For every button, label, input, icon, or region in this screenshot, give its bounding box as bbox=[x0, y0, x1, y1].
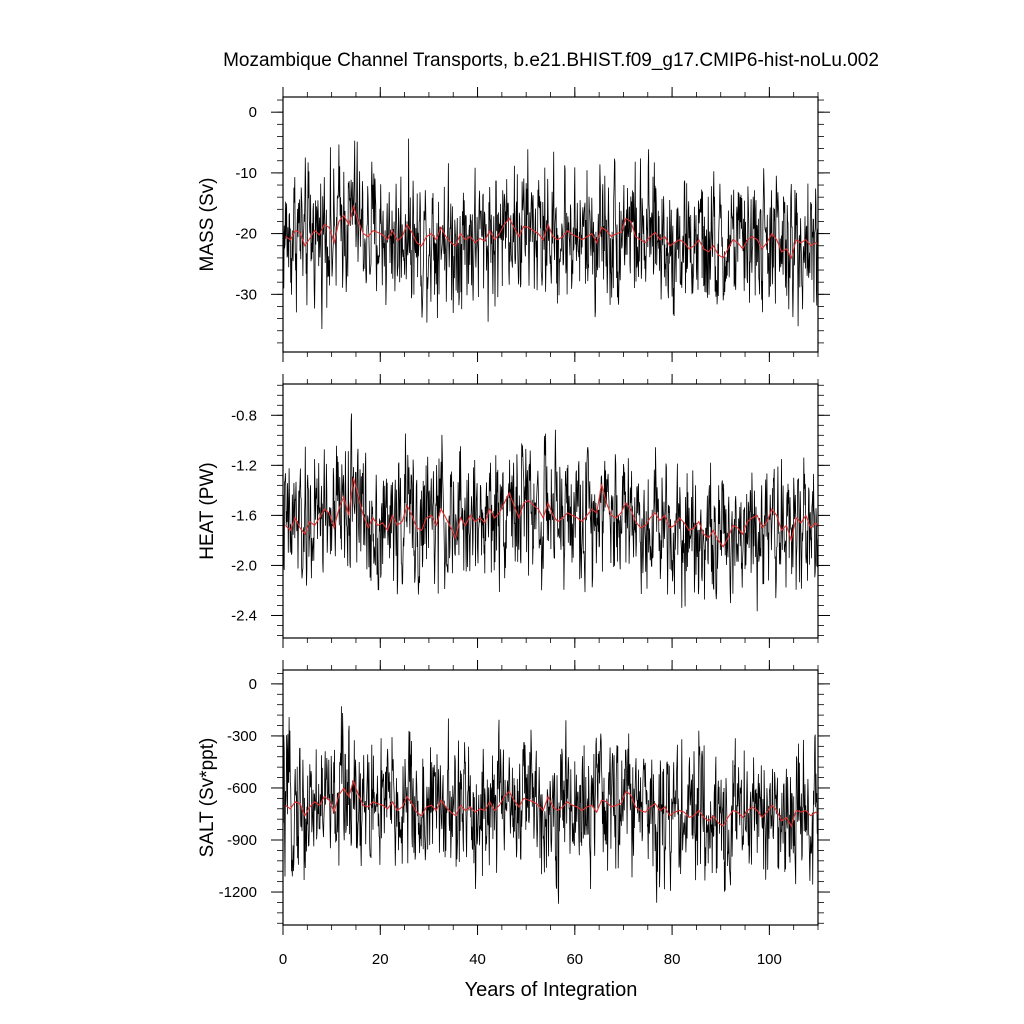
panels-container: 0 -10 -20 -30 MASS (Sv) -0.8 -1.2 -1.6 -2.0 -2.4 H… bbox=[197, 87, 830, 968]
y-tick-label: -1200 bbox=[219, 884, 257, 901]
panel-2: -0.8 -1.2 -1.6 -2.0 -2.4 HEAT (PW) bbox=[197, 374, 830, 648]
annual-mean-line bbox=[285, 204, 818, 260]
monthly-series-line bbox=[283, 413, 818, 612]
y-tick-label: -10 bbox=[235, 165, 257, 182]
y-tick-label: 0 bbox=[249, 104, 257, 121]
y-tick-label: -1.6 bbox=[231, 507, 257, 524]
y-tick-label: -2.4 bbox=[231, 607, 257, 624]
panel-1: 0 -10 -20 -30 MASS (Sv) bbox=[197, 87, 830, 362]
y-tick-label: -2.0 bbox=[231, 557, 257, 574]
x-axis-label: Years of Integration bbox=[465, 979, 638, 1001]
y-tick-label: -30 bbox=[235, 286, 257, 303]
x-tick-label: 80 bbox=[664, 951, 681, 968]
x-tick-label: 20 bbox=[372, 951, 389, 968]
x-tick-label: 100 bbox=[757, 951, 782, 968]
y-tick-label: 0 bbox=[249, 676, 257, 693]
monthly-series-line bbox=[283, 706, 818, 904]
annual-mean-line bbox=[285, 779, 818, 828]
x-tick-label: 0 bbox=[279, 951, 287, 968]
chart-title: Mozambique Channel Transports, b.e21.BHI… bbox=[223, 50, 879, 71]
y-tick-label: -300 bbox=[227, 728, 257, 745]
x-tick-label: 60 bbox=[566, 951, 583, 968]
y-axis-label: HEAT (PW) bbox=[197, 462, 218, 559]
annual-mean-line bbox=[285, 477, 818, 548]
y-tick-label: -600 bbox=[227, 780, 257, 797]
y-tick-label: -900 bbox=[227, 832, 257, 849]
y-tick-label: -1.2 bbox=[231, 457, 257, 474]
monthly-series-line bbox=[283, 138, 818, 330]
y-tick-label: -20 bbox=[235, 226, 257, 243]
panel-3: 0 -300 -600 -900 -1200 SALT (Sv*ppt) bbox=[197, 660, 830, 935]
y-tick-label: -0.8 bbox=[231, 407, 257, 424]
x-tick-label: 40 bbox=[469, 951, 486, 968]
y-axis-label: MASS (Sv) bbox=[197, 178, 218, 272]
y-axis-label: SALT (Sv*ppt) bbox=[197, 738, 218, 858]
